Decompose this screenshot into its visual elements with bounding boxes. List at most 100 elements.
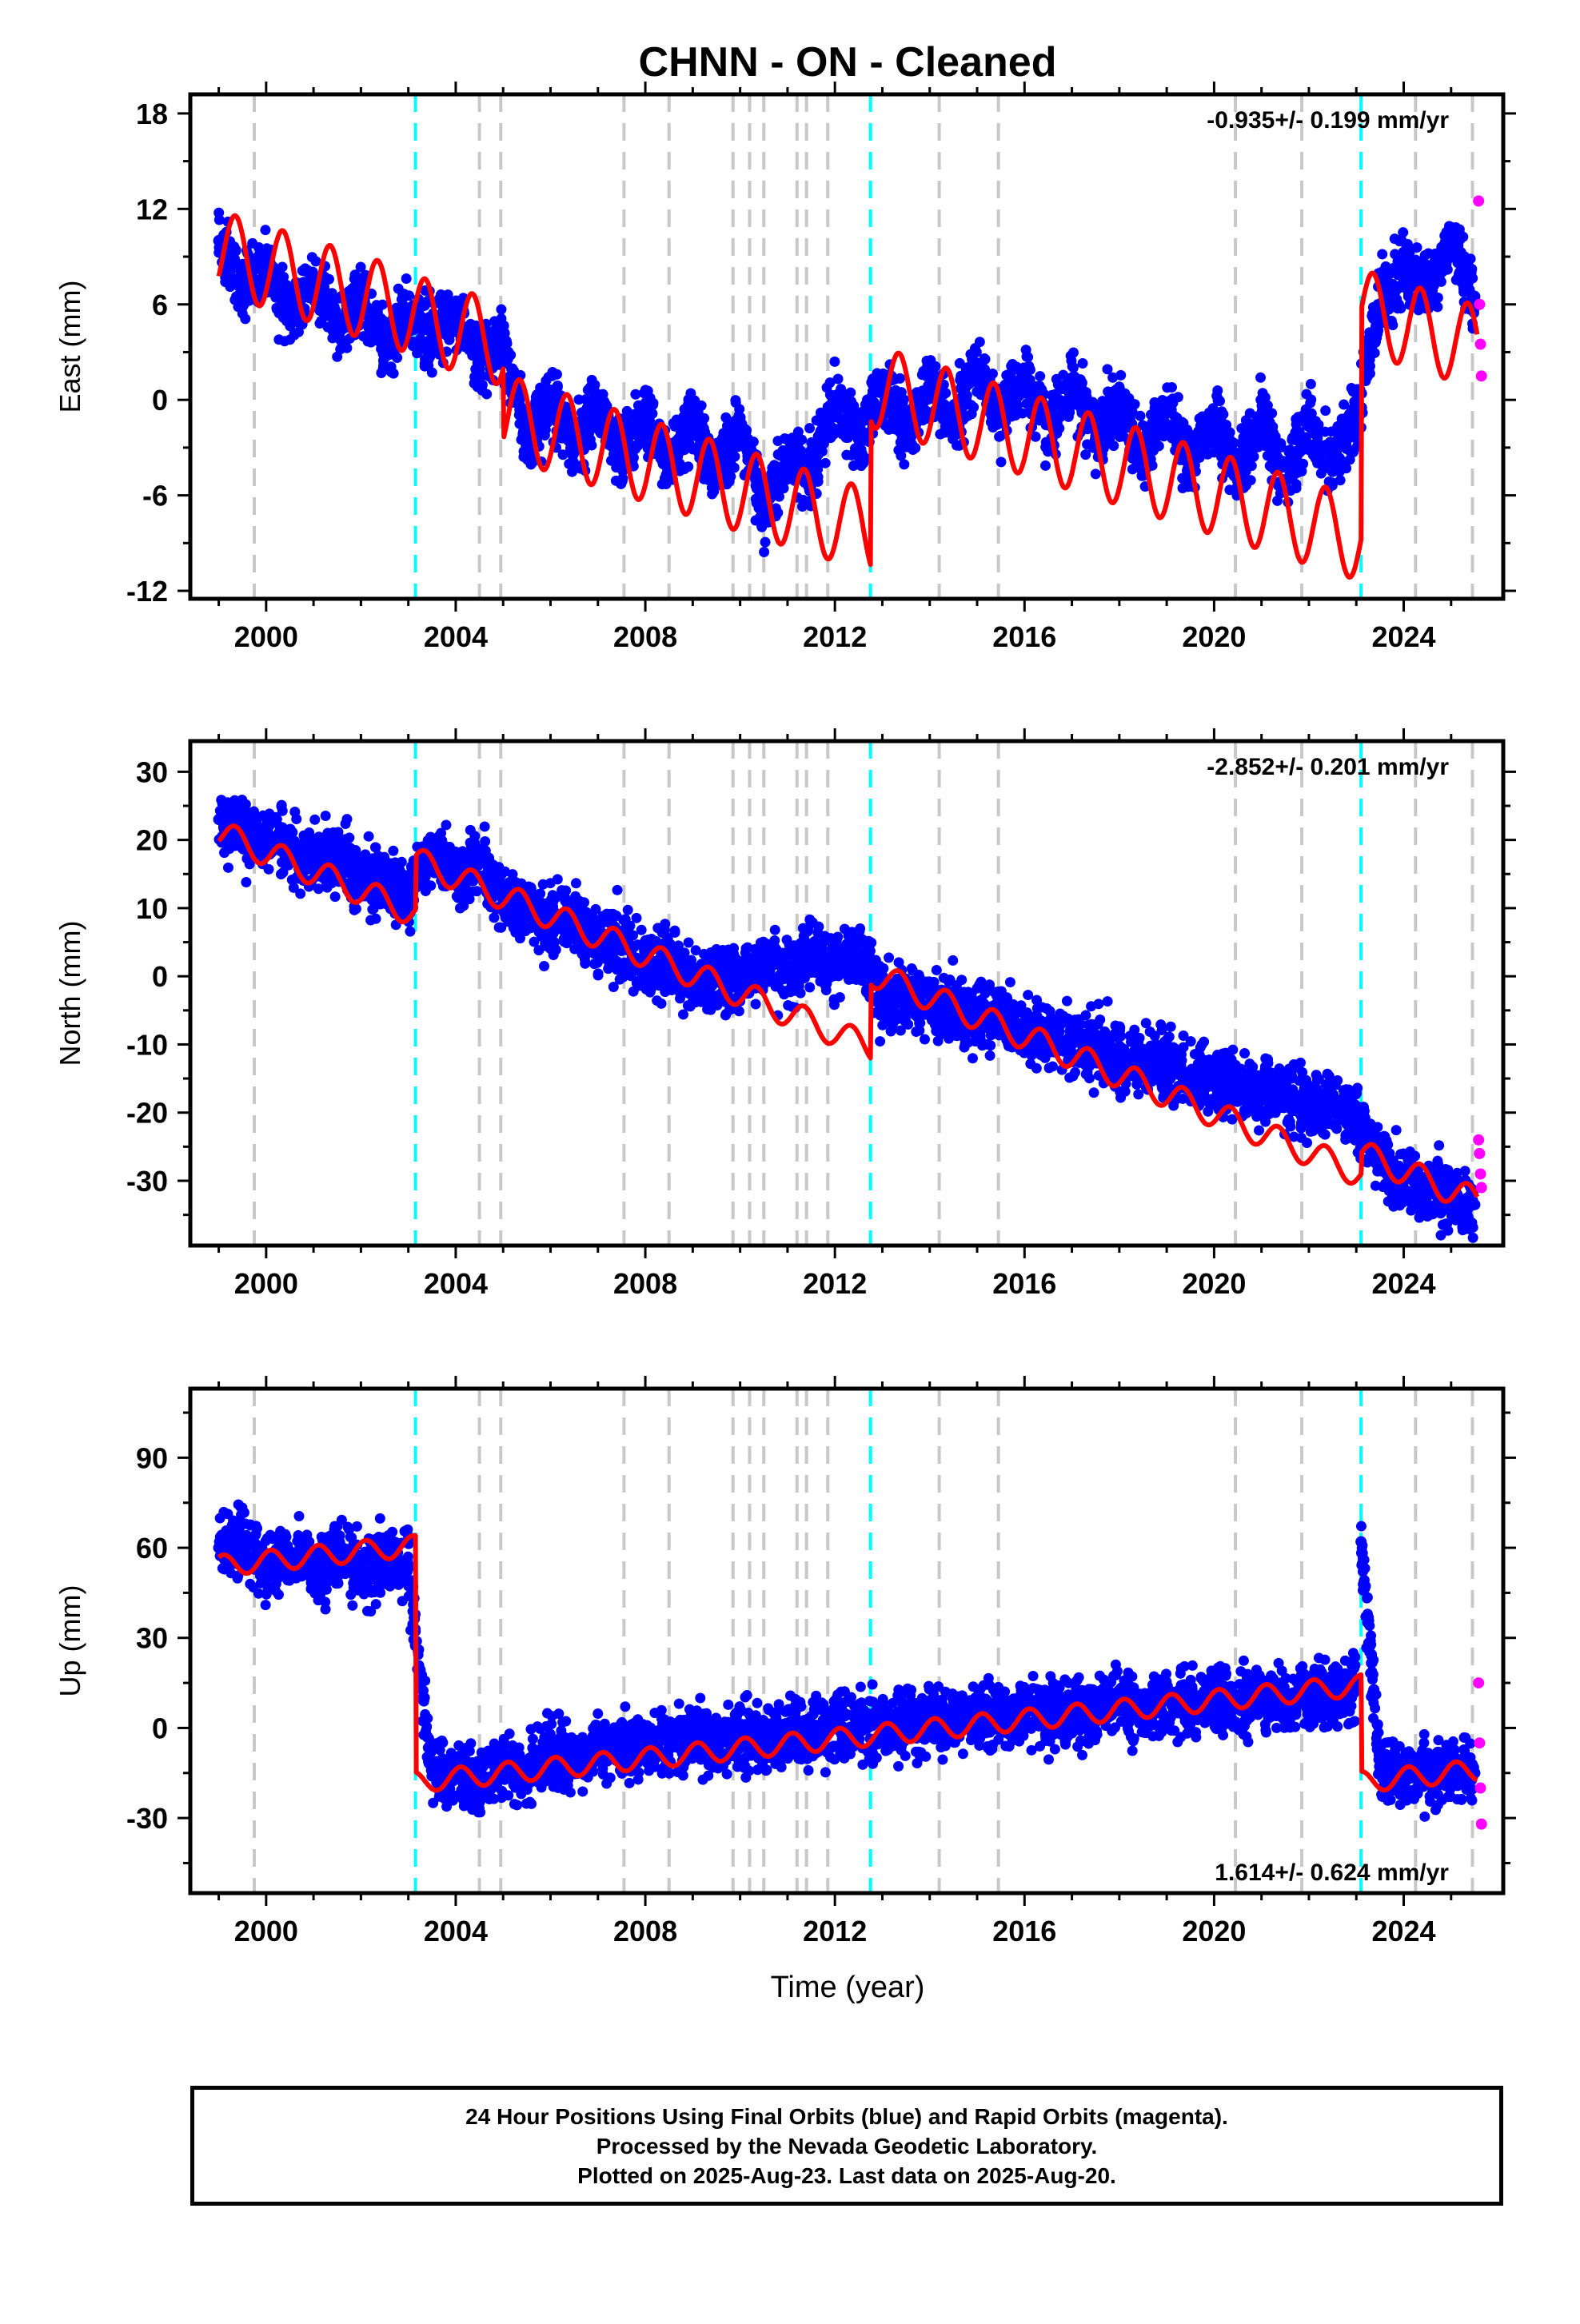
final-orbit-point — [955, 375, 965, 385]
final-orbit-point — [907, 439, 917, 449]
final-orbit-point — [405, 927, 415, 937]
final-orbit-point — [1403, 241, 1414, 252]
final-orbit-point — [289, 807, 300, 817]
final-orbit-point — [213, 208, 224, 218]
final-orbit-point — [731, 397, 741, 408]
final-orbit-point — [1287, 435, 1297, 445]
final-orbit-point — [368, 857, 378, 867]
final-orbit-point — [551, 945, 561, 955]
final-orbit-point — [860, 400, 871, 410]
final-orbit-point — [683, 461, 693, 472]
final-orbit-point — [336, 336, 346, 346]
final-orbit-point — [264, 808, 274, 819]
final-orbit-point — [571, 878, 581, 888]
final-orbit-point — [723, 435, 733, 445]
final-orbit-point — [334, 844, 345, 855]
final-orbit-point — [1341, 463, 1351, 473]
final-orbit-point — [1327, 458, 1339, 469]
final-orbit-point — [699, 474, 709, 484]
final-orbit-point — [385, 858, 395, 868]
final-orbit-point — [676, 445, 686, 456]
final-orbit-point — [1458, 284, 1469, 294]
final-orbit-point — [1432, 301, 1442, 312]
final-orbit-point — [961, 395, 972, 405]
final-orbit-point — [496, 305, 506, 315]
x-tick-label: 2016 — [992, 620, 1056, 653]
final-orbit-point — [240, 313, 250, 324]
final-orbit-point — [213, 235, 225, 246]
final-orbit-point — [592, 402, 604, 413]
rapid-orbit-point — [1474, 299, 1485, 310]
final-orbit-point — [640, 410, 651, 421]
final-orbit-point — [515, 399, 525, 409]
final-orbit-point — [1167, 382, 1177, 393]
final-orbit-point — [1053, 393, 1063, 404]
final-orbit-point — [1390, 282, 1400, 293]
final-orbit-point — [500, 867, 510, 877]
final-orbit-point — [1272, 496, 1283, 506]
final-orbit-point — [330, 891, 341, 902]
y-tick-label: -12 — [126, 575, 168, 608]
y-axis-title: East (mm) — [54, 281, 86, 413]
final-orbit-point — [276, 295, 286, 305]
final-orbit-point — [1371, 333, 1382, 343]
final-orbit-point — [485, 329, 496, 339]
final-orbit-point — [751, 516, 761, 526]
final-orbit-point — [310, 256, 321, 266]
final-orbit-point — [373, 304, 383, 314]
y-tick-label: 0 — [152, 384, 168, 417]
final-orbit-point — [1114, 394, 1125, 405]
final-orbit-point — [804, 423, 815, 433]
final-orbit-point — [289, 330, 300, 341]
final-orbit-point — [1466, 264, 1477, 274]
final-orbit-point — [242, 809, 253, 819]
chart-title: CHNN - ON - Cleaned — [639, 39, 1057, 86]
final-orbit-point — [539, 961, 549, 971]
final-orbit-point — [766, 468, 776, 479]
final-orbit-point — [976, 373, 987, 383]
final-orbit-point — [284, 307, 295, 318]
final-orbit-point — [577, 408, 587, 418]
final-orbit-point — [1135, 411, 1146, 421]
final-orbit-point — [434, 831, 445, 841]
final-orbit-point — [813, 431, 824, 441]
final-orbit-point — [1195, 435, 1206, 445]
final-orbit-point — [829, 394, 840, 405]
final-orbit-point — [226, 812, 237, 823]
final-orbit-point — [276, 869, 286, 879]
final-orbit-point — [548, 890, 558, 900]
final-orbit-point — [1377, 249, 1387, 259]
final-orbit-point — [237, 283, 248, 294]
final-orbit-point — [388, 846, 398, 856]
final-orbit-point — [413, 342, 423, 353]
final-orbit-point — [1115, 370, 1126, 381]
final-orbit-point — [462, 850, 473, 860]
final-orbit-point — [1067, 361, 1078, 372]
final-orbit-point — [1434, 266, 1445, 277]
final-orbit-point — [441, 857, 452, 867]
final-orbit-point — [924, 378, 936, 389]
final-orbit-point — [1213, 395, 1223, 405]
final-orbit-point — [560, 429, 570, 439]
final-orbit-point — [1446, 235, 1457, 246]
final-orbit-point — [401, 273, 412, 284]
final-orbit-point — [916, 395, 927, 405]
final-orbit-point — [1339, 400, 1349, 410]
final-orbit-point — [1247, 445, 1257, 456]
final-orbit-point — [367, 904, 377, 915]
final-orbit-point — [696, 401, 707, 411]
final-orbit-point — [678, 412, 688, 422]
final-orbit-point — [995, 456, 1006, 467]
final-orbit-point — [1115, 405, 1125, 416]
final-orbit-point — [359, 851, 369, 862]
final-orbit-point — [241, 877, 251, 887]
final-orbit-point — [1430, 256, 1441, 266]
final-orbit-point — [324, 274, 334, 285]
final-orbit-point — [1390, 233, 1400, 244]
final-orbit-point — [474, 354, 485, 365]
final-orbit-point — [370, 842, 381, 852]
